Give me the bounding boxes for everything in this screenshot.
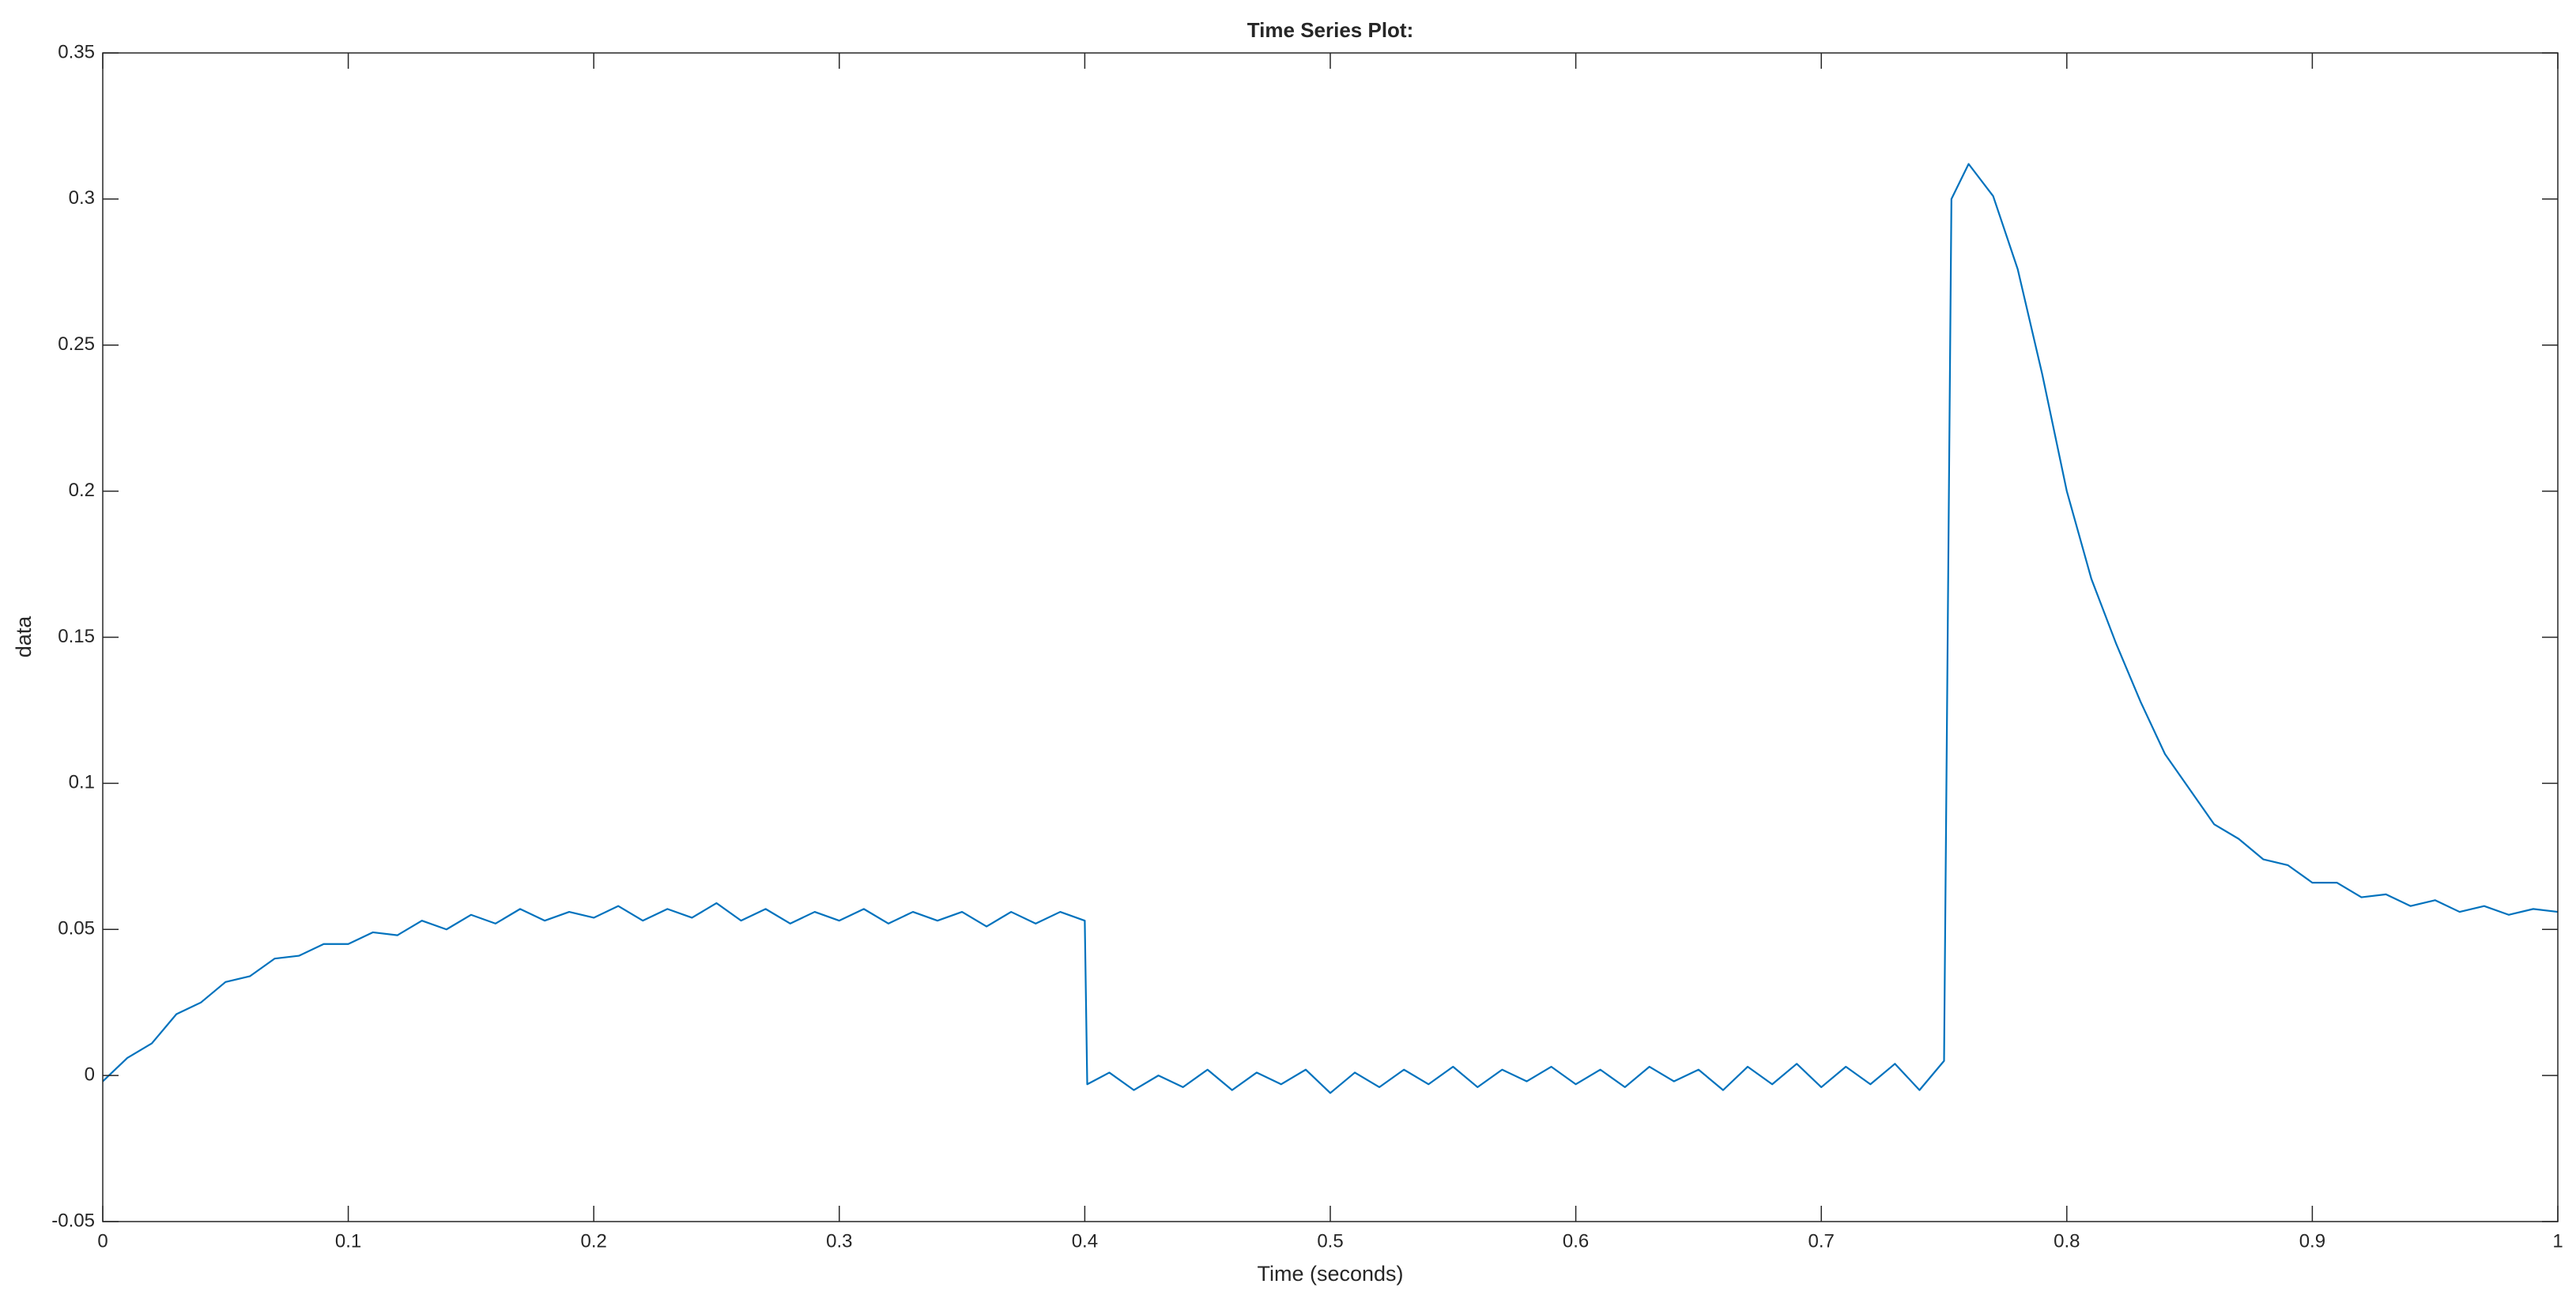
- y-tick-label: 0: [85, 1064, 95, 1085]
- y-tick-label: 0.25: [58, 333, 95, 355]
- chart-title: Time Series Plot:: [1247, 18, 1414, 42]
- y-tick-label: 0.1: [69, 772, 95, 793]
- y-tick-label: 0.05: [58, 918, 95, 939]
- y-tick-label: 0.35: [58, 41, 95, 62]
- x-tick-label: 0: [97, 1230, 107, 1252]
- x-tick-label: 0.8: [2054, 1230, 2080, 1252]
- x-tick-label: 0.6: [1563, 1230, 1589, 1252]
- x-tick-label: 0.3: [826, 1230, 852, 1252]
- y-tick-label: 0.15: [58, 626, 95, 647]
- x-tick-label: 0.2: [581, 1230, 607, 1252]
- y-tick-label: 0.2: [69, 480, 95, 501]
- x-tick-label: 0.4: [1072, 1230, 1098, 1252]
- x-tick-label: 0.7: [1808, 1230, 1835, 1252]
- x-tick-label: 0.1: [335, 1230, 361, 1252]
- y-axis-label: data: [12, 616, 36, 658]
- x-tick-label: 1: [2552, 1230, 2563, 1252]
- x-tick-label: 0.5: [1317, 1230, 1343, 1252]
- y-tick-label: -0.05: [51, 1210, 95, 1231]
- x-tick-label: 0.9: [2299, 1230, 2325, 1252]
- y-tick-label: 0.3: [69, 187, 95, 209]
- x-axis-label: Time (seconds): [1257, 1262, 1403, 1286]
- data-line: [102, 163, 2559, 1094]
